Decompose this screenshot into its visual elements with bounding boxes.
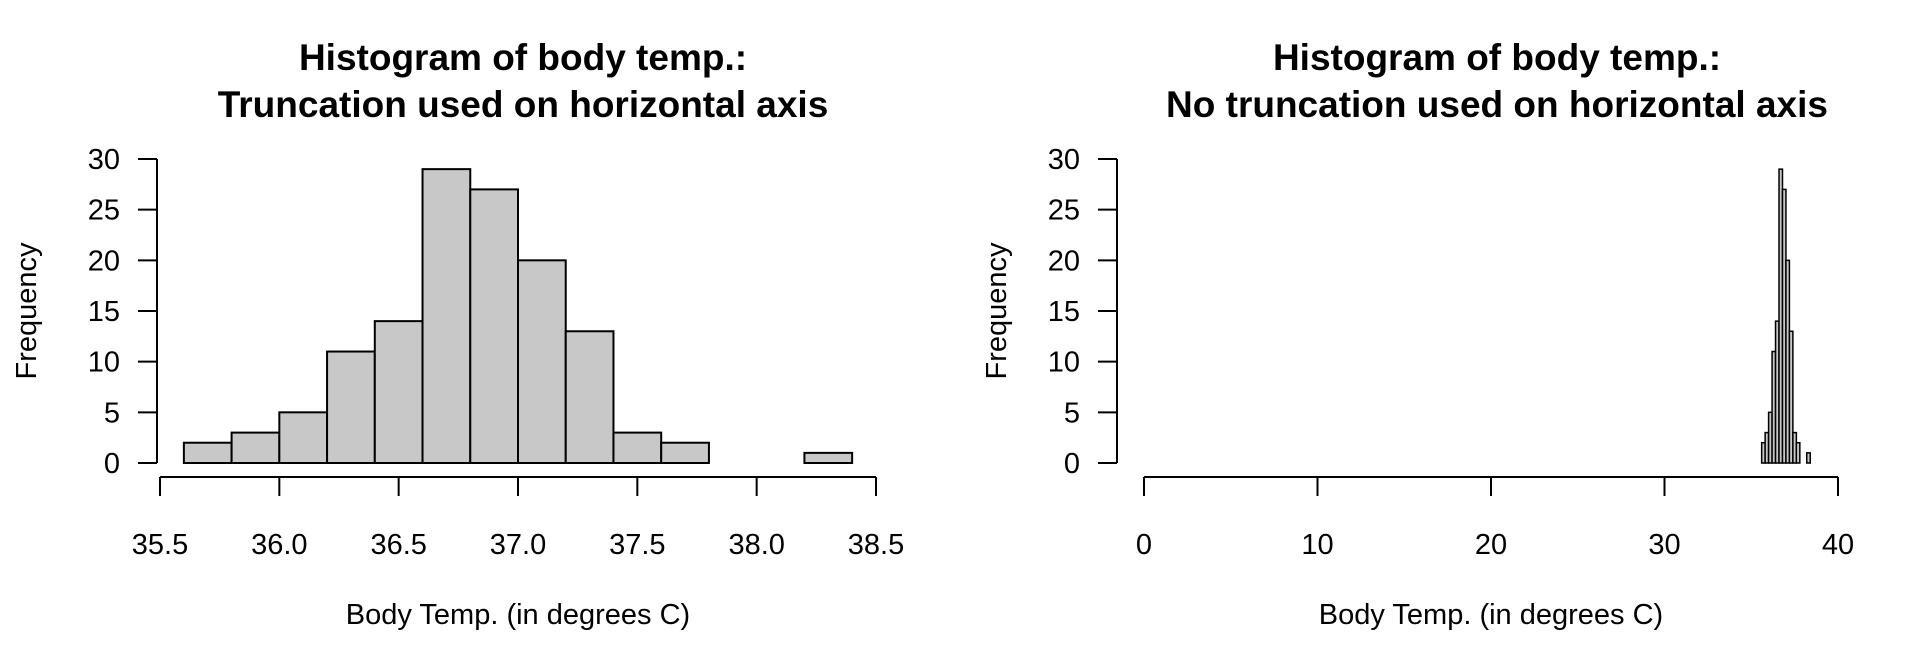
x-tick-label: 40: [1822, 529, 1854, 561]
x-tick-label: 36.0: [251, 529, 307, 561]
x-tick-label: 0: [1136, 529, 1152, 561]
histogram-bar: [421, 168, 472, 464]
histogram-bar: [278, 411, 329, 465]
x-tick-label: 20: [1475, 529, 1507, 561]
histogram-untruncated-panel: Histogram of body temp.: No truncation us…: [981, 37, 1854, 631]
histogram-bar: [230, 431, 281, 465]
y-tick-label: 25: [1048, 195, 1080, 227]
histogram-bar: [469, 188, 519, 464]
y-tick-label: 20: [88, 245, 120, 277]
y-tick-label: 25: [88, 195, 120, 227]
x-axis: 35.5 36.0 36.5 37.0 37.5 38.0 38.5: [132, 476, 904, 561]
histogram-bar: [182, 441, 233, 465]
histogram-bar: [612, 431, 663, 465]
chart-title-line-1: Histogram of body temp.:: [1273, 37, 1721, 78]
chart-title-line-2: Truncation used on horizontal axis: [218, 84, 829, 125]
histogram-bar: [660, 441, 710, 465]
histogram-bar: [1795, 441, 1801, 464]
histogram-bar: [517, 259, 567, 465]
y-axis-label: Frequency: [11, 242, 43, 380]
y-tick-label: 30: [1048, 144, 1080, 176]
histogram-bar: [1788, 330, 1794, 464]
histogram-bar: [1806, 452, 1811, 464]
x-tick-label: 30: [1648, 529, 1680, 561]
x-tick-label: 38.5: [848, 529, 904, 561]
x-tick-label: 10: [1301, 529, 1333, 561]
y-tick-label: 10: [88, 347, 120, 379]
y-axis: 0 5 10 15 20 25 30: [88, 144, 158, 480]
y-tick-label: 15: [1048, 296, 1080, 328]
y-axis-label: Frequency: [981, 242, 1013, 380]
x-tick-label: 38.0: [728, 529, 784, 561]
y-tick-label: 0: [104, 448, 120, 480]
x-tick-label: 37.0: [490, 529, 546, 561]
y-tick-label: 20: [1048, 245, 1080, 277]
histogram-bar: [326, 350, 376, 464]
x-tick-label: 35.5: [132, 529, 188, 561]
y-tick-label: 30: [88, 144, 120, 176]
y-tick-label: 0: [1064, 448, 1080, 480]
y-tick-label: 5: [1064, 397, 1080, 429]
y-tick-label: 10: [1048, 347, 1080, 379]
histogram-bar: [564, 330, 615, 464]
histogram-bars: [182, 168, 854, 465]
histogram-bar: [373, 320, 424, 464]
x-tick-label: 36.5: [370, 529, 426, 561]
x-axis: 0 10 20 30 40: [1136, 476, 1854, 561]
x-axis-label: Body Temp. (in degrees C): [1319, 599, 1663, 631]
y-tick-label: 5: [104, 397, 120, 429]
chart-title-line-2: No truncation used on horizontal axis: [1166, 84, 1828, 125]
y-tick-label: 15: [88, 296, 120, 328]
x-tick-label: 37.5: [609, 529, 665, 561]
histogram-truncated-panel: Histogram of body temp.: Truncation used …: [11, 37, 904, 631]
y-axis: 0 5 10 15 20 25 30: [1048, 144, 1118, 480]
histogram-bar: [803, 451, 854, 465]
chart-title-line-1: Histogram of body temp.:: [299, 37, 747, 78]
histogram-bars: [1760, 168, 1811, 464]
x-axis-label: Body Temp. (in degrees C): [346, 599, 690, 631]
